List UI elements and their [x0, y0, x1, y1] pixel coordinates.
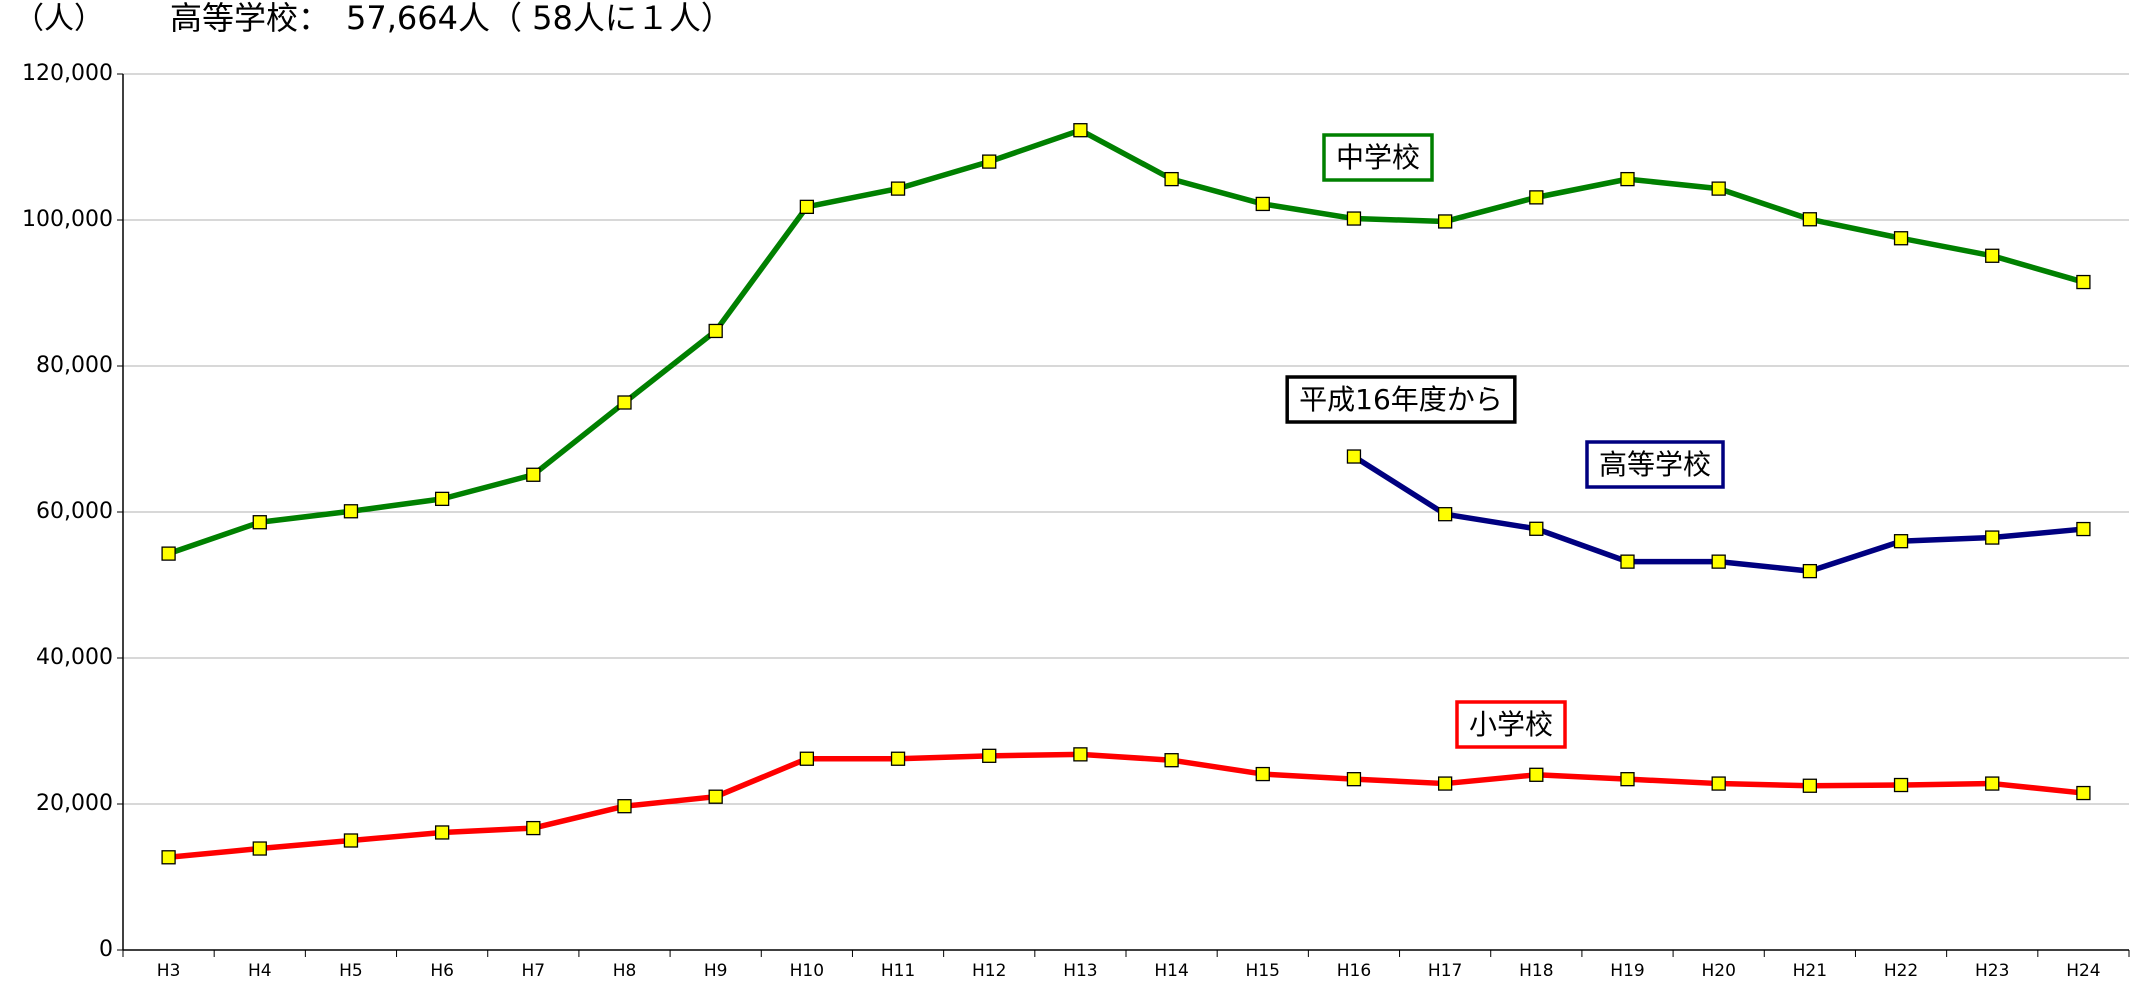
- x-tick-label: H21: [1793, 961, 1827, 981]
- marker: [1346, 772, 1362, 787]
- marker: [434, 825, 450, 840]
- marker: [252, 515, 267, 530]
- marker: [1893, 777, 1909, 793]
- series-label: 高等学校: [1599, 448, 1711, 481]
- x-tick-label: H17: [1428, 961, 1462, 981]
- x-tick-label: H14: [1154, 961, 1188, 981]
- marker: [1802, 778, 1818, 793]
- marker: [1711, 181, 1726, 196]
- marker: [890, 751, 906, 766]
- marker: [1346, 211, 1362, 226]
- x-tick-label: H3: [157, 961, 181, 981]
- marker: [1529, 521, 1544, 536]
- x-tick-label: H22: [1884, 961, 1918, 981]
- marker: [1893, 534, 1909, 549]
- marker: [799, 751, 815, 766]
- marker: [982, 154, 997, 169]
- marker: [252, 841, 267, 856]
- marker: [161, 546, 176, 561]
- x-tick-label: H20: [1701, 961, 1735, 981]
- y-tick-label: 100,000: [22, 207, 113, 232]
- marker: [2076, 274, 2091, 290]
- x-tick-label: H18: [1519, 961, 1553, 981]
- marker: [2076, 521, 2091, 537]
- y-tick-label: 20,000: [36, 791, 113, 816]
- x-tick-label: H8: [613, 961, 637, 981]
- marker: [1255, 196, 1270, 212]
- marker: [1346, 449, 1362, 464]
- marker: [1620, 772, 1635, 787]
- y-tick-label: 40,000: [36, 645, 113, 670]
- marker: [1073, 747, 1088, 762]
- marker: [1620, 554, 1635, 569]
- marker: [617, 799, 632, 814]
- x-tick-label: H23: [1975, 961, 2009, 981]
- x-tick-label: H19: [1610, 961, 1644, 981]
- series-line: [168, 751, 2084, 861]
- subtitle: 高等学校： 57,664人（ 58人に１人）: [170, 0, 733, 37]
- x-tick-label: H12: [972, 961, 1006, 981]
- marker: [1893, 231, 1909, 246]
- x-tick-label: H24: [2066, 961, 2100, 981]
- annotation-box: [1285, 375, 1517, 424]
- series-label: 中学校: [1336, 141, 1420, 174]
- x-tick-label: H9: [704, 961, 728, 981]
- marker: [1985, 530, 2000, 545]
- y-tick-label: 0: [99, 937, 113, 962]
- marker: [1711, 554, 1726, 569]
- marker: [1255, 766, 1270, 782]
- y-tick-label: 80,000: [36, 353, 113, 378]
- x-tick-label: H13: [1063, 961, 1097, 981]
- x-tick-label: H4: [248, 961, 272, 981]
- x-tick-label: H6: [430, 961, 454, 981]
- marker: [1802, 212, 1818, 227]
- x-tick-label: H16: [1337, 961, 1371, 981]
- marker: [799, 199, 815, 215]
- x-tick-label: H15: [1246, 961, 1280, 981]
- marker: [1529, 767, 1544, 782]
- marker: [434, 491, 450, 507]
- marker: [1437, 214, 1453, 229]
- series-label-box: [1585, 440, 1725, 489]
- marker: [708, 789, 723, 804]
- series-label-box: [1455, 700, 1567, 749]
- marker: [1620, 171, 1635, 187]
- y-axis-label: （人）: [14, 2, 104, 37]
- marker: [2076, 785, 2091, 801]
- marker: [1073, 123, 1088, 138]
- marker: [1164, 753, 1179, 768]
- x-tick-label: H7: [522, 961, 546, 981]
- marker: [343, 833, 359, 848]
- x-tick-label: H10: [790, 961, 824, 981]
- y-tick-label: 60,000: [36, 499, 113, 524]
- marker: [1802, 563, 1818, 579]
- marker: [1437, 776, 1453, 791]
- x-tick-label: H11: [881, 961, 915, 981]
- y-tick-label: 120,000: [22, 61, 113, 86]
- marker: [1985, 776, 2000, 791]
- annotation: 平成16年度から: [1299, 383, 1503, 416]
- series-label: 小学校: [1469, 708, 1553, 741]
- marker: [343, 504, 359, 519]
- marker: [708, 323, 723, 339]
- marker: [1164, 171, 1179, 187]
- marker: [982, 748, 997, 763]
- marker: [161, 850, 176, 865]
- series-line: [167, 127, 2085, 557]
- marker: [890, 181, 906, 196]
- marker: [526, 820, 541, 836]
- x-tick-label: H5: [339, 961, 363, 981]
- marker: [1711, 776, 1726, 791]
- marker: [526, 467, 541, 482]
- marker: [1985, 248, 2000, 263]
- marker: [1529, 190, 1544, 205]
- marker: [1437, 507, 1453, 522]
- marker: [617, 395, 632, 410]
- series-label-box: [1322, 133, 1434, 182]
